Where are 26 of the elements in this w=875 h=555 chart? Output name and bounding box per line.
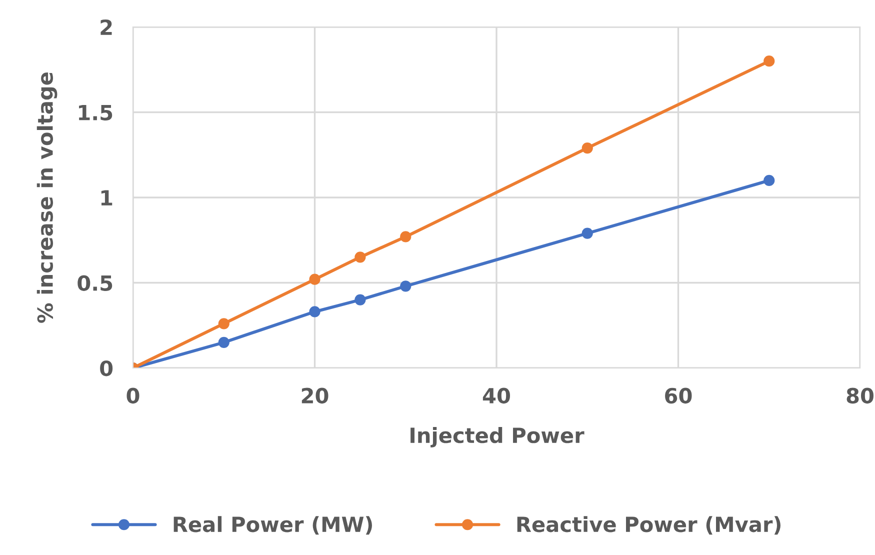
point [354,252,366,263]
y-tick-label: 1 [101,190,112,206]
point [400,280,412,292]
y-tick-label: 1.5 [79,104,112,120]
y-tick-label: 2 [100,19,112,35]
x-tick-label: 40 [482,388,510,404]
point [582,228,593,239]
point [218,318,230,330]
x-tick-label: 80 [846,388,874,404]
point [764,174,775,186]
y-axis-title: % increase in voltage [36,72,58,323]
x-tick-label: 60 [665,388,692,404]
legend-label: Real Power (MW) [174,516,372,535]
x-tick-label: 20 [302,388,328,404]
x-axis-title: Injected Power [410,427,584,448]
point [354,294,366,306]
point [309,274,320,285]
point [764,56,775,67]
point [218,336,230,348]
point [582,142,593,154]
legend-label: Reactive Power (Mvar) [517,516,780,535]
y-tick-label: 0 [100,360,113,376]
y-tick-label: 0.5 [78,275,112,291]
point [309,306,320,318]
x-tick-label: 0 [126,388,140,404]
point [400,231,412,242]
